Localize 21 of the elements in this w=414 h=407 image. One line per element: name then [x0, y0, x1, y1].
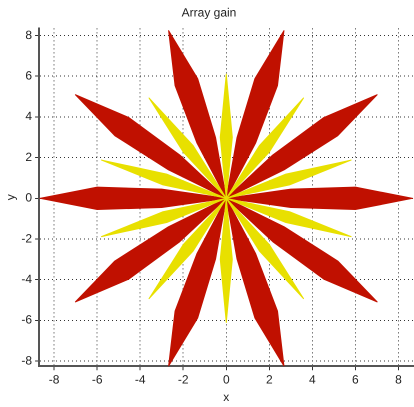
x-tick-label: 2	[266, 372, 273, 387]
x-tick-label: 0	[222, 372, 230, 387]
x-tick-label: -2	[178, 372, 189, 387]
y-tick-label: -6	[21, 312, 32, 327]
y-tick-label: -2	[21, 231, 32, 246]
y-tick-label: 4	[25, 109, 32, 124]
y-tick-label: -8	[21, 353, 32, 368]
y-tick-label: 8	[25, 28, 32, 42]
x-tick-label: 6	[352, 372, 360, 387]
x-tick-label: -6	[92, 372, 103, 387]
chart-title: Array gain	[182, 6, 236, 20]
y-tick-label: 6	[25, 68, 32, 83]
y-axis-title: y	[4, 194, 18, 200]
x-axis-title: x	[223, 390, 230, 404]
x-tick-label: -8	[48, 372, 60, 387]
y-tick-label: 2	[25, 150, 32, 164]
y-tick-label: 0	[25, 190, 32, 205]
x-tick-label: 8	[395, 372, 402, 387]
y-tick-label: -4	[21, 272, 32, 286]
x-tick-label: 4	[309, 372, 316, 387]
x-tick-label: -4	[134, 372, 146, 387]
